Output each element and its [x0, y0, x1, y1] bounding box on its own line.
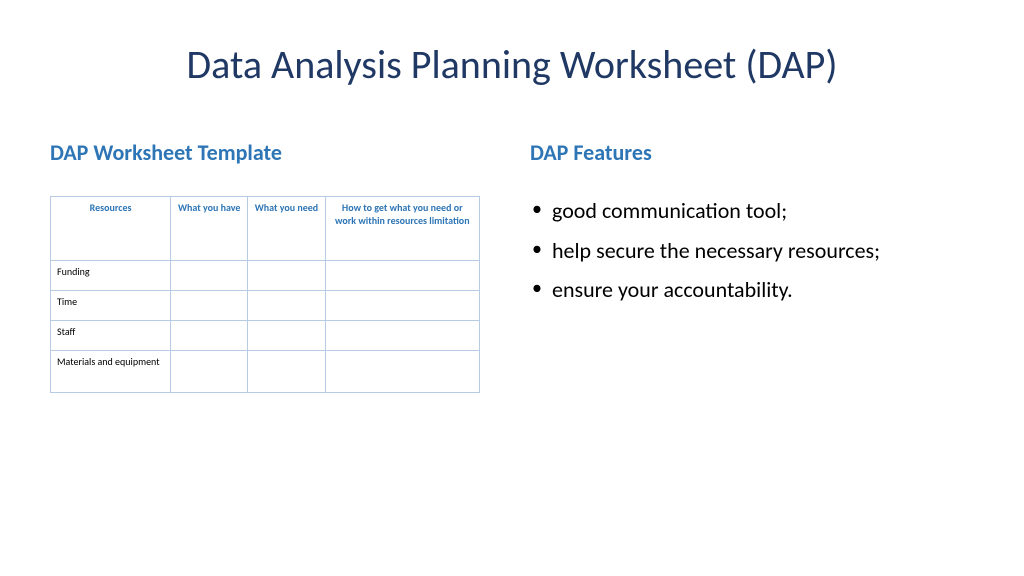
table-cell: [325, 261, 479, 291]
list-item: good communication tool;: [530, 196, 974, 226]
table-cell: [171, 321, 248, 351]
slide-title: Data Analysis Planning Worksheet (DAP): [50, 40, 974, 89]
features-list: good communication tool; help secure the…: [530, 196, 974, 305]
table-row: Funding: [51, 261, 480, 291]
table-cell-label: Time: [51, 291, 171, 321]
content-columns: DAP Worksheet Template Resources What yo…: [50, 139, 974, 393]
dap-table: Resources What you have What you need Ho…: [50, 196, 480, 393]
table-row: Time: [51, 291, 480, 321]
right-column: DAP Features good communication tool; he…: [530, 139, 974, 393]
table-row: Staff: [51, 321, 480, 351]
right-subheading: DAP Features: [530, 139, 974, 166]
table-cell-label: Funding: [51, 261, 171, 291]
table-cell: [325, 351, 479, 393]
table-cell: [248, 261, 325, 291]
left-subheading: DAP Worksheet Template: [50, 139, 480, 166]
table-row: Materials and equipment: [51, 351, 480, 393]
table-cell: [325, 321, 479, 351]
table-header-cell: Resources: [51, 197, 171, 261]
left-column: DAP Worksheet Template Resources What yo…: [50, 139, 480, 393]
table-cell: [248, 321, 325, 351]
table-cell: [171, 351, 248, 393]
table-cell-label: Staff: [51, 321, 171, 351]
table-header-cell: What you have: [171, 197, 248, 261]
table-cell: [171, 261, 248, 291]
table-cell: [248, 351, 325, 393]
slide: Data Analysis Planning Worksheet (DAP) D…: [0, 0, 1024, 576]
table-header-cell: What you need: [248, 197, 325, 261]
table-cell-label: Materials and equipment: [51, 351, 171, 393]
table-header-row: Resources What you have What you need Ho…: [51, 197, 480, 261]
table-header-cell: How to get what you need or work within …: [325, 197, 479, 261]
table-cell: [248, 291, 325, 321]
list-item: help secure the necessary resources;: [530, 236, 974, 266]
table-cell: [325, 291, 479, 321]
list-item: ensure your accountability.: [530, 275, 974, 305]
table-cell: [171, 291, 248, 321]
